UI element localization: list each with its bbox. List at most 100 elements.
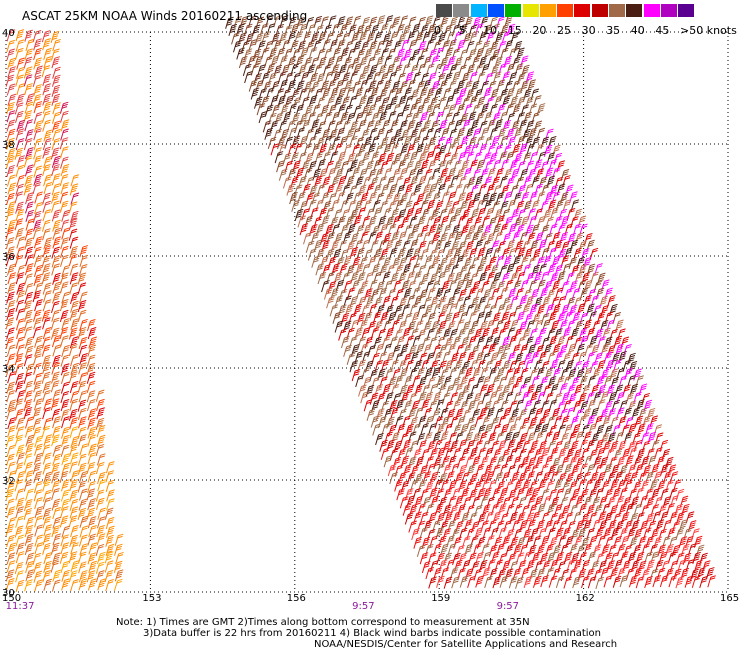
wind-barb [516,577,524,589]
wind-barb [310,73,318,85]
time-label: 9:57 [497,601,519,612]
wind-barb [527,560,535,572]
wind-barb [269,48,277,60]
wind-barb [362,129,370,141]
wind-barb [556,576,564,588]
wind-barb [409,521,417,533]
wind-barb [413,248,421,260]
wind-barb [26,570,34,582]
wind-barb [387,64,395,76]
wind-barb [332,24,340,36]
wind-barb [437,576,445,588]
wind-barb [460,576,468,588]
wind-barb [7,507,15,518]
wind-barb [539,264,547,276]
wind-barb [458,568,466,580]
wind-barb [564,577,572,589]
legend-swatch [678,4,694,17]
wind-barb [8,67,16,79]
legend-tick-label: 40 [631,24,645,37]
wind-map: 150 153 156 159 162 16530323436384011:37 9:57 9… [0,0,740,650]
wind-barb [336,169,344,181]
wind-barb [421,160,429,172]
wind-barb [484,265,492,277]
wind-barb [475,240,483,252]
wind-barb [468,288,476,300]
wind-barb [251,88,259,100]
wind-barb [502,72,510,84]
wind-barb [650,416,658,428]
wind-barb [71,580,79,592]
wind-barb [52,210,60,222]
legend-tick-label: 10 [483,24,497,37]
wind-barb [492,465,500,477]
wind-barb [60,471,68,483]
wind-barb [88,427,96,439]
lat-tick-label: 34 [2,364,15,375]
wind-barb [457,104,465,116]
wind-barb [371,25,379,36]
wind-barb [478,513,486,525]
wind-barb [552,281,560,293]
wind-barb [43,84,51,96]
wind-barb [8,183,16,195]
wind-barb [553,304,561,316]
legend-tick-label: 45 [655,24,669,37]
wind-barb [52,57,60,68]
wind-barb [505,456,513,468]
wind-barb [399,57,407,69]
lat-tick-label: 30 [2,588,15,599]
wind-barb [466,241,474,253]
wind-barb [384,80,392,92]
wind-barb [552,408,560,420]
wind-barb [513,256,521,268]
wind-barb [43,120,51,132]
wind-barb [450,393,458,405]
wind-barb [569,257,577,269]
wind-barb [465,192,473,204]
note-line-2: 3)Data buffer is 22 hrs from 20160211 4)… [116,628,617,639]
wind-barb [232,33,240,45]
wind-barb [71,301,79,313]
wind-barb [322,241,330,253]
wind-barb [369,216,377,228]
wind-barb [314,128,322,140]
wind-barb [518,337,526,349]
wind-barb [308,249,316,260]
wind-barb [505,432,513,444]
wind-barb [399,297,407,309]
wind-barb [368,57,376,69]
wind-barb [564,552,572,564]
wind-barb [511,432,519,444]
wind-barb [450,17,458,29]
wind-barb [546,393,554,405]
wind-barb [453,512,461,523]
wind-barb [511,185,519,197]
legend-swatch [540,4,556,17]
wind-barb [484,200,492,212]
wind-barb [611,417,619,429]
wind-barb [469,489,477,501]
wind-barb [422,537,430,549]
wind-barb [449,40,457,52]
wind-barb [587,440,595,452]
wind-barb [466,304,474,316]
wind-barb [414,360,422,372]
wind-barb [485,576,493,588]
wind-barb [80,544,88,556]
wind-barb [26,517,34,529]
wind-barb [590,248,598,259]
wind-barb [553,344,561,356]
wind-barb [440,521,448,533]
wind-barb [551,448,559,460]
wind-barb [499,504,507,515]
wind-barb [432,368,440,380]
wind-barb [7,202,15,214]
wind-barb [34,148,42,160]
wind-barb [521,105,529,117]
wind-barb [563,264,571,276]
legend-swatch [436,4,452,17]
wind-barb [582,448,590,460]
wind-barb [489,257,497,269]
wind-barb [398,160,406,172]
